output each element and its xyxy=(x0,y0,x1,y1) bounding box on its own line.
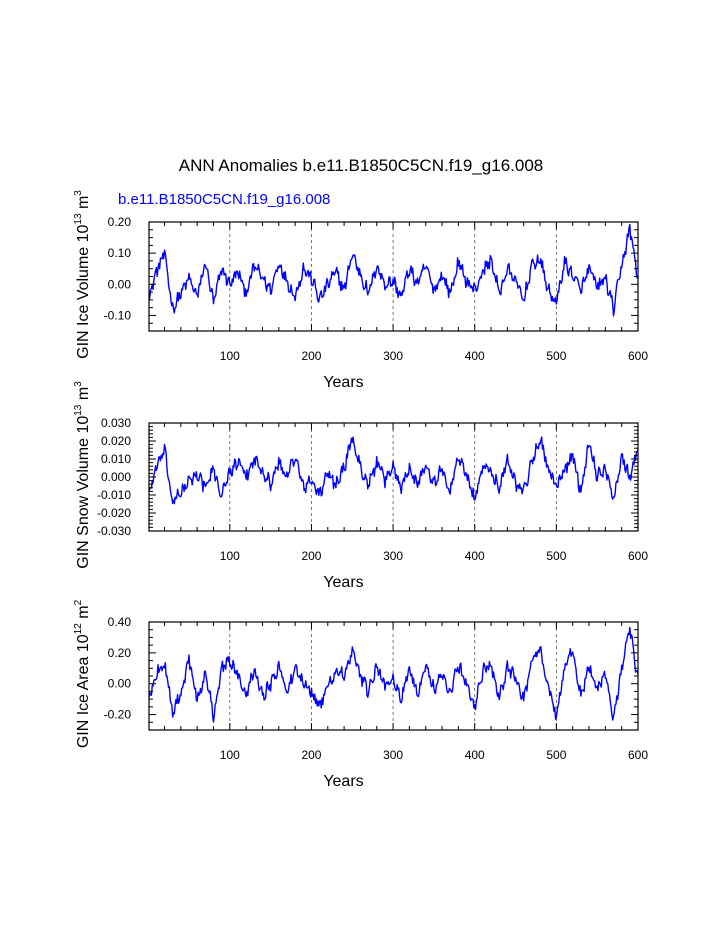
series-line xyxy=(148,436,639,505)
panel-2: 100 200 300 400 500 600 0.030 0.020 0.010 0.000 -0… xyxy=(73,381,648,591)
x-tick-label: 600 xyxy=(628,549,648,563)
x-tick-label: 300 xyxy=(383,549,403,563)
x-tick-label: 600 xyxy=(628,748,648,762)
x-tick-label: 100 xyxy=(220,748,240,762)
y-tick-label: 0.000 xyxy=(101,470,131,484)
x-tick-label: 100 xyxy=(220,549,240,563)
y-tick-label: 0.40 xyxy=(108,615,132,629)
x-tick-label: 200 xyxy=(301,549,321,563)
x-axis-label: Years xyxy=(323,773,363,790)
x-tick-label: 300 xyxy=(383,748,403,762)
x-tick-label: 200 xyxy=(301,349,321,363)
y-tick-label: -0.020 xyxy=(97,506,131,520)
series-line xyxy=(148,223,639,317)
y-tick-label: 0.10 xyxy=(108,246,132,260)
y-axis-label: GIN Ice Area 1012 m2 xyxy=(73,599,92,748)
y-tick-label: 0.20 xyxy=(108,646,132,660)
x-tick-label: 300 xyxy=(383,349,403,363)
y-axis-label: GIN Ice Volume 1013 m3 xyxy=(73,190,92,359)
plot-frame xyxy=(148,221,639,332)
y-tick-label: 0.030 xyxy=(101,416,131,430)
y-tick-label: -0.030 xyxy=(97,524,131,538)
y-tick-label: 0.00 xyxy=(108,277,132,291)
x-axis-label: Years xyxy=(323,374,363,391)
y-axis-label: GIN Snow Volume 1013 m3 xyxy=(73,381,92,569)
x-axis-label: Years xyxy=(323,574,363,591)
chart-title: ANN Anomalies b.e11.B1850C5CN.f19_g16.00… xyxy=(179,156,543,175)
y-tick-label: 0.20 xyxy=(108,215,132,229)
y-tick-label: 0.020 xyxy=(101,434,131,448)
series-line xyxy=(148,626,639,723)
x-tick-label: 500 xyxy=(546,549,566,563)
plot-frame xyxy=(148,422,639,532)
x-tick-label: 500 xyxy=(546,748,566,762)
y-tick-label: 0.00 xyxy=(108,677,132,691)
x-tick-label: 100 xyxy=(220,349,240,363)
panel-1: 100 200 300 400 500 600 0.20 0.10 0.00 -0.10 Years… xyxy=(73,190,648,391)
x-tick-label: 200 xyxy=(301,748,321,762)
y-tick-label: -0.010 xyxy=(97,488,131,502)
x-tick-label: 400 xyxy=(465,748,485,762)
y-tick-label: -0.20 xyxy=(104,708,132,722)
y-tick-label: -0.10 xyxy=(104,308,132,322)
x-tick-label: 600 xyxy=(628,349,648,363)
chart-subtitle: b.e11.B1850C5CN.f19_g16.008 xyxy=(118,191,330,208)
x-tick-label: 400 xyxy=(465,349,485,363)
x-tick-label: 400 xyxy=(465,549,485,563)
panel-3: 100 200 300 400 500 600 0.40 0.20 0.00 -0.20 Years… xyxy=(73,599,648,790)
y-tick-label: 0.010 xyxy=(101,452,131,466)
x-tick-label: 500 xyxy=(546,349,566,363)
